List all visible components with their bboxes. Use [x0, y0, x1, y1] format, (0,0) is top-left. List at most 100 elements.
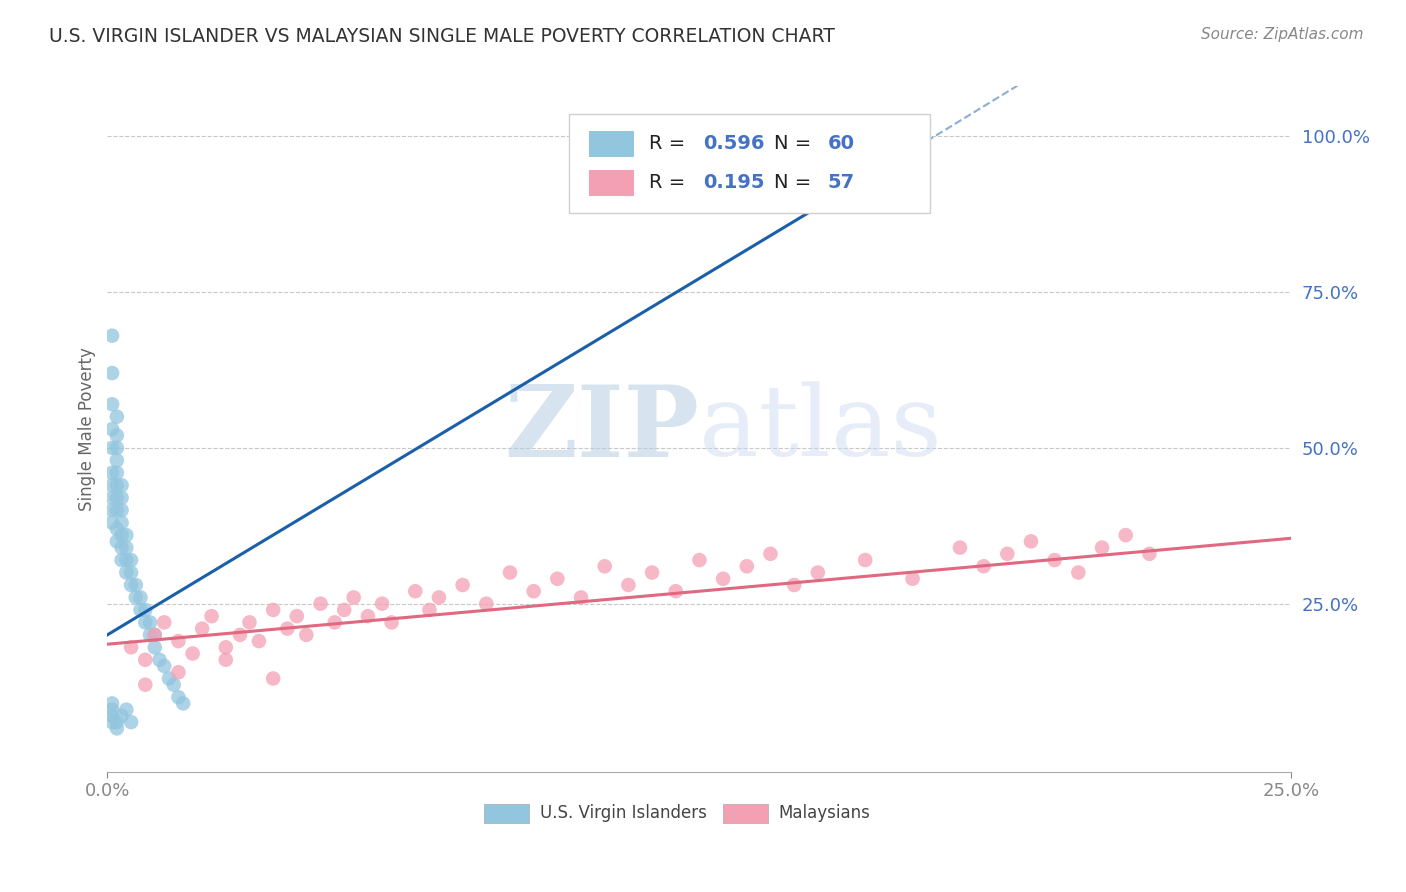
Point [877, 157, 900, 171]
Point [134, 603, 156, 617]
Point [418, 603, 440, 617]
Text: Source: ZipAtlas.com: Source: ZipAtlas.com [1201, 27, 1364, 42]
Point [371, 597, 394, 611]
Text: N =: N = [775, 173, 817, 192]
Point [1115, 528, 1137, 542]
Point [759, 547, 782, 561]
Point [110, 491, 132, 505]
Point [617, 578, 640, 592]
Point [569, 591, 592, 605]
Point [783, 578, 806, 592]
Point [247, 634, 270, 648]
Point [380, 615, 402, 630]
Point [101, 466, 124, 480]
Text: 60: 60 [827, 134, 855, 153]
Point [333, 603, 356, 617]
Point [262, 672, 284, 686]
Point [105, 453, 128, 467]
Point [1067, 566, 1090, 580]
Point [139, 615, 162, 630]
Point [688, 553, 710, 567]
Point [129, 603, 152, 617]
Point [949, 541, 972, 555]
Bar [484, 805, 529, 823]
Point [105, 409, 128, 424]
Point [309, 597, 332, 611]
Point [276, 622, 298, 636]
Point [153, 615, 176, 630]
Point [101, 703, 124, 717]
Point [200, 609, 222, 624]
Point [853, 553, 876, 567]
Point [115, 541, 138, 555]
Point [110, 541, 132, 555]
Point [191, 622, 214, 636]
Text: U.S. Virgin Islanders: U.S. Virgin Islanders [540, 804, 706, 822]
Point [110, 516, 132, 530]
Point [101, 478, 124, 492]
Point [641, 566, 664, 580]
Point [475, 597, 498, 611]
Point [115, 566, 138, 580]
Text: 57: 57 [827, 173, 855, 192]
Point [120, 640, 142, 655]
Point [995, 547, 1018, 561]
Text: 0.195: 0.195 [703, 173, 765, 192]
Text: N =: N = [775, 134, 817, 153]
Point [105, 715, 128, 730]
Text: U.S. VIRGIN ISLANDER VS MALAYSIAN SINGLE MALE POVERTY CORRELATION CHART: U.S. VIRGIN ISLANDER VS MALAYSIAN SINGLE… [49, 27, 835, 45]
Point [134, 653, 156, 667]
Point [735, 559, 758, 574]
Point [101, 503, 124, 517]
Point [101, 397, 124, 411]
Point [115, 703, 138, 717]
Point [262, 603, 284, 617]
Point [157, 672, 180, 686]
Point [101, 697, 124, 711]
Point [546, 572, 568, 586]
Y-axis label: Single Male Poverty: Single Male Poverty [79, 347, 96, 511]
Point [101, 709, 124, 723]
Point [105, 722, 128, 736]
Point [593, 559, 616, 574]
Point [711, 572, 734, 586]
Point [167, 690, 190, 705]
Point [343, 591, 366, 605]
Text: R =: R = [648, 134, 690, 153]
Point [105, 441, 128, 455]
Bar [723, 805, 768, 823]
Point [229, 628, 252, 642]
Point [110, 709, 132, 723]
Point [110, 478, 132, 492]
Point [285, 609, 308, 624]
Point [139, 628, 162, 642]
Point [238, 615, 260, 630]
Point [110, 503, 132, 517]
Point [143, 628, 166, 642]
Point [110, 553, 132, 567]
Point [134, 678, 156, 692]
Point [1137, 547, 1160, 561]
Point [807, 566, 830, 580]
Point [101, 491, 124, 505]
Point [115, 528, 138, 542]
Point [129, 591, 152, 605]
Point [120, 578, 142, 592]
Point [404, 584, 426, 599]
Text: ZIP: ZIP [505, 381, 699, 477]
Point [427, 591, 450, 605]
Point [323, 615, 346, 630]
Point [143, 640, 166, 655]
Point [115, 553, 138, 567]
Point [357, 609, 380, 624]
Point [167, 665, 190, 680]
Point [181, 647, 204, 661]
Point [499, 566, 522, 580]
Point [101, 422, 124, 436]
Point [167, 634, 190, 648]
Text: Malaysians: Malaysians [779, 804, 870, 822]
Point [105, 522, 128, 536]
Point [143, 628, 166, 642]
Point [120, 715, 142, 730]
Point [101, 516, 124, 530]
